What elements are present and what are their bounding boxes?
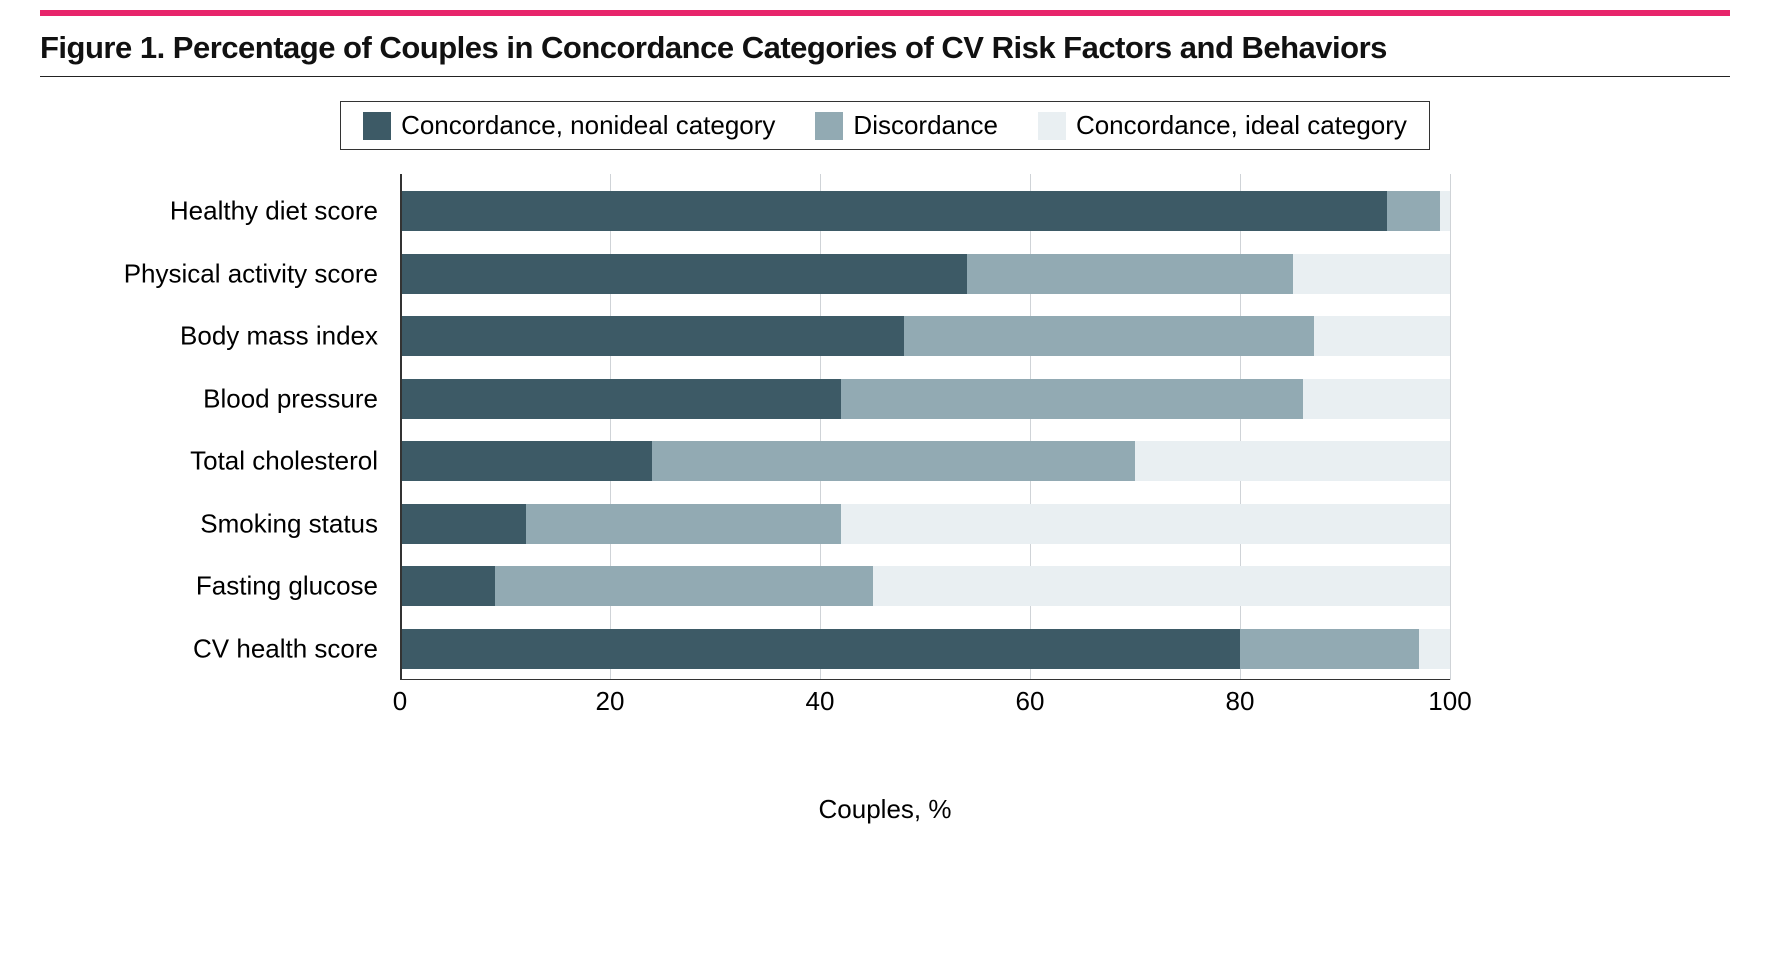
figure-container: Figure 1. Percentage of Couples in Conco… [0,10,1770,966]
bar-segment [400,504,526,544]
legend: Concordance, nonideal category Discordanc… [340,101,1430,150]
bar-row: Total cholesterol [400,441,1450,481]
bar-segment [1135,441,1450,481]
plot-area: 020406080100 Healthy diet scorePhysical … [400,180,1450,740]
legend-swatch [815,112,843,140]
legend-label: Discordance [853,110,998,141]
bar-segment [1293,254,1451,294]
bar-segment [967,254,1293,294]
chart-zone: Concordance, nonideal category Discordanc… [40,101,1730,825]
accent-rule [40,10,1730,16]
category-label: Blood pressure [203,383,378,414]
bar-segment [400,441,652,481]
category-label: Fasting glucose [196,571,378,602]
x-tick-label: 80 [1226,686,1255,717]
bar-segment [1240,629,1419,669]
bar-segment [904,316,1314,356]
x-tick-label: 100 [1428,686,1471,717]
gridline: 100 [1450,174,1451,680]
bar-segment [400,566,495,606]
bar-segment [841,379,1303,419]
bar-row: Smoking status [400,504,1450,544]
bar-segment [400,191,1387,231]
bar-row: Healthy diet score [400,191,1450,231]
bar-segment [652,441,1135,481]
title-underline [40,76,1730,77]
figure-title: Figure 1. Percentage of Couples in Conco… [40,30,1730,66]
x-tick-label: 20 [596,686,625,717]
bar-segment [1303,379,1450,419]
bars: Healthy diet score Physical activity scor… [400,180,1450,680]
bar-segment [526,504,841,544]
x-axis-label: Couples, % [40,794,1730,825]
legend-item: Discordance [815,110,998,141]
category-label: Body mass index [180,321,378,352]
bar-row: Fasting glucose [400,566,1450,606]
legend-item: Concordance, ideal category [1038,110,1407,141]
bar-segment [841,504,1450,544]
bar-segment [400,254,967,294]
legend-label: Concordance, ideal category [1076,110,1407,141]
bar-segment [1440,191,1451,231]
category-label: Total cholesterol [190,446,378,477]
x-tick-label: 40 [806,686,835,717]
legend-label: Concordance, nonideal category [401,110,775,141]
bar-row: Physical activity score [400,254,1450,294]
bar-row: CV health score [400,629,1450,669]
legend-item: Concordance, nonideal category [363,110,775,141]
category-label: Healthy diet score [170,196,378,227]
category-label: CV health score [193,633,378,664]
bar-segment [873,566,1451,606]
x-tick-label: 0 [393,686,407,717]
category-label: Physical activity score [124,258,378,289]
y-axis-line [400,174,402,680]
bar-segment [495,566,873,606]
bar-segment [400,379,841,419]
bar-segment [1387,191,1440,231]
bar-segment [400,629,1240,669]
bar-row: Body mass index [400,316,1450,356]
x-tick-label: 60 [1016,686,1045,717]
legend-swatch [1038,112,1066,140]
x-axis-line [400,679,1450,681]
bar-row: Blood pressure [400,379,1450,419]
bar-segment [400,316,904,356]
bar-segment [1419,629,1451,669]
bar-segment [1314,316,1451,356]
legend-swatch [363,112,391,140]
category-label: Smoking status [200,508,378,539]
